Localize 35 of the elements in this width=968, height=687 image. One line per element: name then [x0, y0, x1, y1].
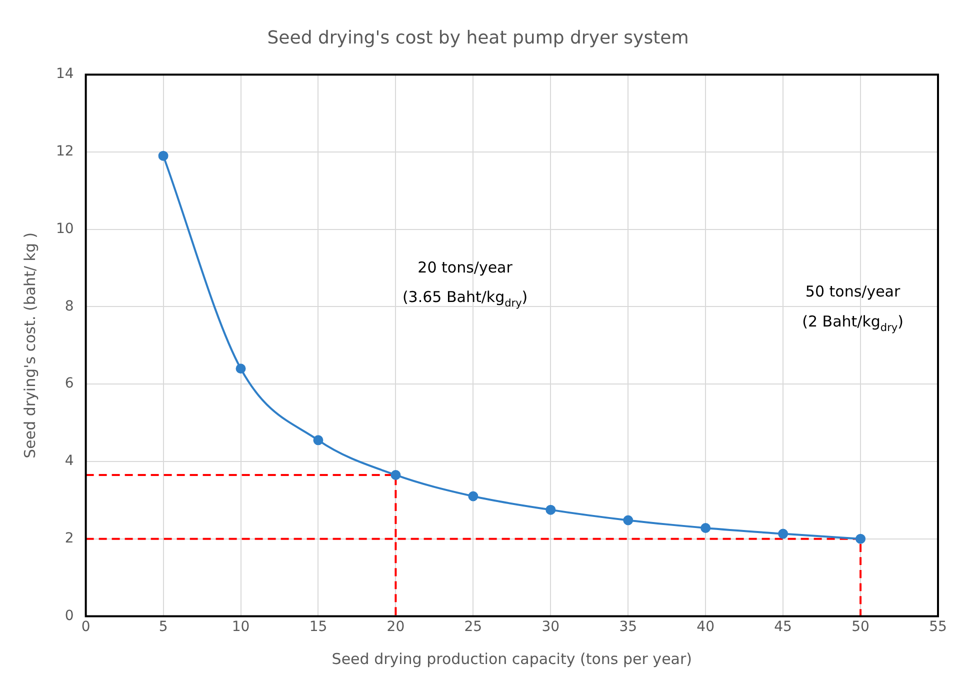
y-tick-label: 4 — [64, 453, 74, 470]
point — [468, 491, 478, 502]
x-tick-label: 30 — [542, 619, 560, 636]
point — [623, 515, 634, 526]
x-tick-label: 25 — [464, 619, 482, 636]
point — [856, 534, 866, 544]
y-tick-label: 2 — [64, 530, 74, 546]
x-tick-label: 10 — [232, 619, 250, 636]
annotation: 50 tons/year — [805, 282, 901, 301]
x-tick-label: 20 — [386, 619, 405, 636]
point — [158, 150, 168, 161]
x-axis-title: Seed drying production capacity (tons per year) — [332, 650, 692, 668]
point — [546, 504, 556, 515]
y-tick-label: 10 — [56, 220, 74, 237]
x-tick-label: 50 — [852, 619, 870, 636]
point — [778, 528, 788, 539]
y-tick-label: 6 — [64, 376, 74, 392]
y-tick-label: 8 — [64, 298, 74, 314]
y-tick-label: 12 — [56, 144, 74, 160]
x-tick-label: 15 — [309, 619, 328, 636]
y-tick-label: 14 — [56, 66, 74, 82]
x-tick-label: 5 — [158, 619, 168, 636]
chart-title: Seed drying's cost by heat pump dryer system — [267, 27, 689, 48]
point — [390, 470, 401, 480]
x-tick-label: 35 — [619, 619, 638, 636]
x-tick-label: 45 — [774, 619, 792, 636]
y-axis-title: Seed drying's cost. (baht/ kg ) — [20, 232, 39, 458]
x-tick-label: 0 — [81, 619, 90, 636]
y-tick-label: 0 — [64, 608, 74, 624]
point — [236, 364, 246, 374]
x-tick-label: 55 — [929, 619, 947, 636]
annotation: 20 tons/year — [418, 258, 514, 276]
x-tick-label: 40 — [696, 619, 714, 636]
point — [313, 435, 324, 446]
point — [700, 522, 711, 533]
